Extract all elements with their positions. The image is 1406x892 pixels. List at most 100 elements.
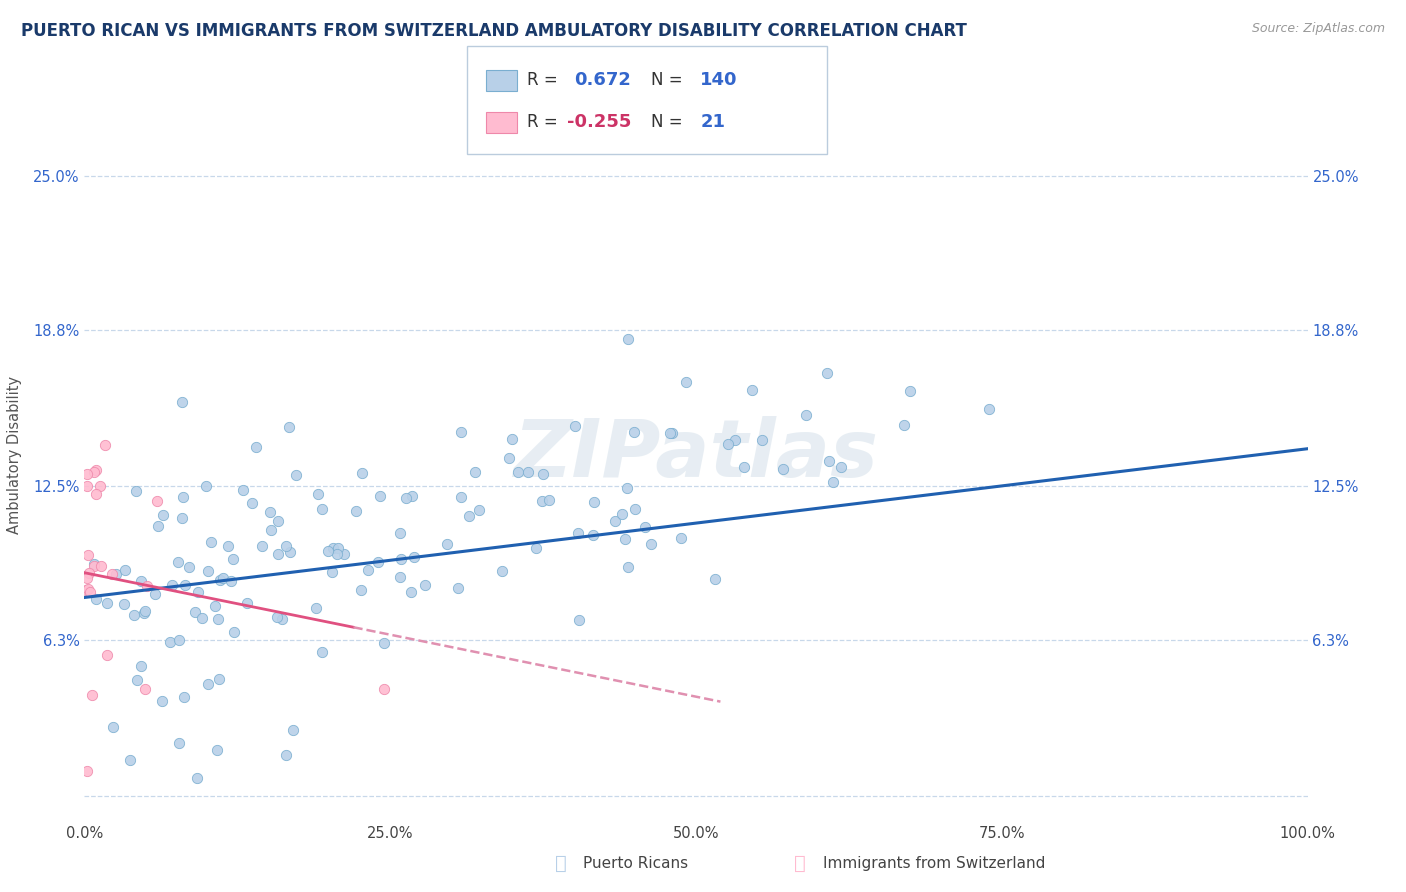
Point [703,572,725,586]
Point [207,612,229,626]
Point [447,581,470,595]
Point [531,493,554,508]
Point [94,437,117,451]
Point [200,534,222,549]
Point [250,540,273,554]
Point [83,465,105,479]
Point [491,564,513,578]
Point [610,508,633,522]
Point [796,408,818,422]
Point [191,611,214,625]
Point [350,582,373,597]
Point [221,574,243,588]
Point [112,597,135,611]
Point [89,479,111,493]
Point [159,634,181,648]
Point [501,432,523,446]
Text: R =: R = [527,71,564,89]
Point [603,514,626,528]
Point [276,539,298,553]
Point [146,518,169,533]
Point [614,533,637,547]
Point [240,496,263,510]
Point [197,676,219,690]
Point [260,524,283,538]
Point [184,606,207,620]
Point [187,585,209,599]
Point [717,437,740,451]
Point [623,425,645,439]
Point [101,720,124,734]
Point [104,566,127,581]
Point [305,600,328,615]
Point [96,648,118,662]
Point [389,569,412,583]
Point [821,475,844,489]
Point [326,547,349,561]
Point [79,585,101,599]
Point [167,555,190,569]
Point [76,764,98,778]
Point [281,723,304,738]
Point [898,384,921,399]
Point [259,505,281,519]
Point [204,599,226,613]
Point [617,559,640,574]
Point [373,636,395,650]
Point [76,479,98,493]
Point [96,596,118,610]
Point [270,612,292,626]
Point [524,541,547,555]
Point [84,592,107,607]
Point [278,545,301,559]
Point [77,566,100,581]
Point [197,564,219,578]
Point [90,558,112,573]
Point [399,585,422,599]
Text: 0.672: 0.672 [574,71,630,89]
Point [568,613,591,627]
Point [152,508,174,523]
Point [236,596,259,610]
Text: ⬜: ⬜ [794,854,806,873]
Text: -0.255: -0.255 [567,113,631,131]
Point [659,425,682,440]
Point [464,465,486,479]
Text: ⬜: ⬜ [555,854,567,873]
Point [624,502,647,516]
Point [740,383,762,397]
Point [815,367,838,381]
Point [567,526,589,541]
Point [86,462,108,476]
Point [388,525,411,540]
Point [326,541,349,555]
Point [83,558,105,573]
Point [458,509,481,524]
Point [208,673,231,687]
Point [143,586,166,600]
Point [436,537,458,551]
Point [373,682,395,697]
Point [132,606,155,620]
Point [101,567,124,582]
Point [134,605,156,619]
Point [173,578,195,592]
Point [634,520,657,534]
Point [217,539,239,553]
Point [129,659,152,673]
Point [125,673,148,687]
Point [135,579,157,593]
Point [75,582,97,597]
Point [979,402,1001,417]
Point [284,467,307,482]
Point [498,450,520,465]
Point [177,560,200,574]
Point [516,465,538,479]
Point [830,460,852,475]
Point [122,607,145,622]
Point [134,682,156,697]
Point [150,694,173,708]
Point [212,571,235,585]
Point [389,552,412,566]
Point [266,610,288,624]
